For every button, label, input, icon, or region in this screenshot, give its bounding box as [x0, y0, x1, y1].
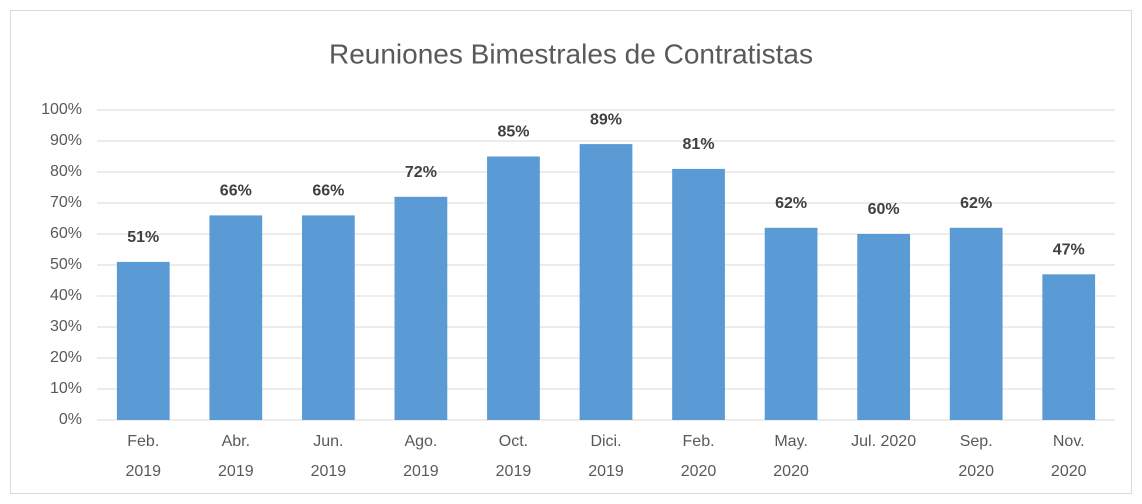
data-label: 47%	[1053, 242, 1085, 259]
data-label: 89%	[590, 111, 622, 128]
chart-title: Reuniones Bimestrales de Contratistas	[329, 38, 813, 69]
x-tick-label: Jun. 2019	[311, 433, 347, 480]
x-tick-label: May. 2020	[773, 433, 809, 480]
bar	[579, 144, 633, 420]
x-tick-label: Feb. 2019	[125, 433, 161, 480]
y-tick-label: 60%	[50, 225, 82, 242]
bar	[857, 234, 911, 420]
data-label: 85%	[497, 124, 529, 141]
x-tick-label: Feb. 2020	[681, 433, 717, 480]
bar	[672, 168, 725, 420]
y-tick-label: 90%	[50, 132, 82, 149]
y-tick-label: 0%	[59, 411, 82, 428]
data-label: 51%	[127, 229, 159, 246]
data-label: 72%	[405, 164, 437, 181]
x-tick-label: Jul. 2020	[851, 433, 916, 450]
y-tick-label: 50%	[50, 256, 82, 273]
y-tick-label: 30%	[50, 318, 82, 335]
bar	[1042, 274, 1096, 420]
y-tick-label: 10%	[50, 380, 82, 397]
chart-border	[10, 10, 1132, 494]
bar	[301, 215, 355, 420]
bar	[116, 261, 170, 420]
data-label: 62%	[960, 195, 992, 212]
data-label: 60%	[868, 201, 900, 218]
data-label: 66%	[312, 183, 344, 200]
x-tick-label: Abr. 2019	[218, 433, 254, 480]
bar	[764, 227, 818, 420]
x-tick-label: Sep. 2020	[958, 433, 994, 480]
x-tick-label: Nov. 2020	[1051, 433, 1087, 480]
bar	[949, 227, 1003, 420]
bar	[394, 196, 448, 420]
y-tick-label: 40%	[50, 287, 82, 304]
data-label: 81%	[683, 136, 715, 153]
y-tick-label: 80%	[50, 163, 82, 180]
x-tick-label: Ago. 2019	[403, 433, 439, 480]
x-tick-label: Oct. 2019	[496, 433, 532, 480]
y-tick-label: 70%	[50, 194, 82, 211]
x-tick-label: Dici. 2019	[588, 433, 624, 480]
bar	[209, 215, 263, 420]
y-tick-label: 100%	[41, 101, 82, 118]
bar	[487, 156, 540, 420]
data-label: 66%	[220, 183, 252, 200]
data-label: 62%	[775, 195, 807, 212]
y-tick-label: 20%	[50, 349, 82, 366]
